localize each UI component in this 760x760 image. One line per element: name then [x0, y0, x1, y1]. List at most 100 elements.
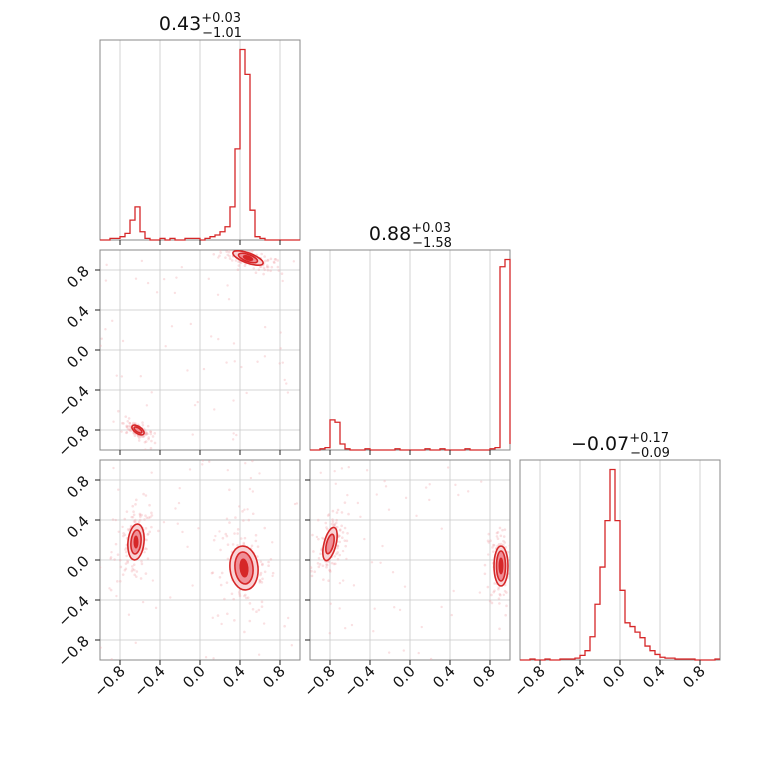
pair-2-3-sample	[511, 581, 514, 584]
pair-1-2-ytick-label-2: 0.0	[63, 342, 93, 372]
pair-2-3-sample	[491, 550, 495, 553]
pair-2-3-sample	[488, 599, 492, 603]
pair-1-3-sample	[139, 577, 143, 580]
pair-1-3-sample	[242, 543, 246, 546]
pair-2-3-sample	[381, 544, 384, 548]
pair-2-3-sample	[318, 563, 322, 566]
pair-2-3-xtick-label-3: 0.4	[429, 662, 459, 692]
pair-2-3-sample	[332, 562, 336, 566]
pair-1-2-sample	[162, 277, 166, 281]
pair-1-3-sample	[204, 655, 208, 659]
pair-2-3-sample	[310, 566, 313, 569]
pair-1-2-sample	[217, 256, 220, 259]
pair-1-3-sample	[258, 579, 262, 583]
title-param-1-lower: −1.01	[202, 26, 242, 41]
pair-1-3-sample	[244, 596, 248, 600]
pair-2-3-sample	[502, 539, 505, 543]
pair-2-3-sample	[440, 527, 443, 530]
pair-2-3-sample	[509, 557, 510, 559]
pair-2-3-sample	[310, 574, 314, 578]
pair-1-2-sample	[129, 429, 133, 433]
pair-2-3-sample	[326, 528, 329, 531]
title-param-1-upper: +0.03	[201, 11, 241, 26]
pair-1-2-sample	[143, 440, 147, 444]
pair-2-3-sample	[492, 543, 496, 547]
pair-1-2-sample	[286, 391, 290, 394]
pair-1-3-sample	[263, 526, 267, 530]
pair-1-2-sample	[207, 277, 210, 281]
pair-1-2-sample	[232, 432, 235, 435]
pair-2-3-sample	[330, 522, 334, 526]
pair-2-3-sample	[428, 498, 431, 502]
pair-1-3-grid	[100, 460, 300, 660]
pair-1-3-sample	[138, 512, 142, 516]
pair-2-3-sample	[333, 523, 337, 527]
pair-1-2-sample	[237, 260, 240, 264]
pair-1-2-sample	[121, 339, 125, 343]
pair-1-2-sample	[256, 360, 259, 363]
pair-1-2-sample	[100, 337, 103, 340]
pair-1-2-sample	[193, 403, 197, 407]
pair-2-3-mode-2-contour-2	[325, 533, 335, 555]
pair-1-3-sample	[148, 503, 151, 507]
pair-1-2-sample	[234, 259, 238, 262]
pair-1-3-sample	[109, 557, 112, 560]
pair-1-2-sample	[230, 242, 233, 245]
pair-2-3-sample	[440, 605, 443, 609]
pair-1-3-sample	[150, 525, 153, 529]
pair-1-2-sample	[140, 259, 144, 263]
pair-2-3-sample	[343, 626, 347, 630]
pair-1-2-sample	[128, 421, 132, 425]
pair-1-3-sample	[243, 508, 246, 511]
pair-1-2-sample	[227, 250, 231, 251]
pair-1-3-sample	[242, 541, 246, 545]
pair-2-3-sample	[498, 526, 502, 530]
pair-2-3-sample	[333, 522, 336, 526]
pair-1-3-xtick-label-2: 0.0	[179, 662, 209, 692]
pair-1-3-sample	[174, 507, 177, 510]
pair-1-3-sample	[283, 624, 286, 628]
pair-1-3-sample	[150, 511, 153, 515]
pair-1-2-sample	[145, 404, 149, 407]
pair-1-2-sample	[146, 281, 150, 285]
pair-2-3-sample	[379, 561, 382, 565]
pair-1-2-sample	[100, 344, 102, 348]
pair-1-3-sample	[220, 622, 223, 626]
pair-1-3-sample	[133, 573, 137, 577]
pair-1-2-sample	[164, 344, 167, 348]
pair-1-3-sample	[147, 532, 150, 536]
pair-1-2-sample	[212, 247, 215, 250]
pair-1-3-sample	[134, 518, 137, 522]
pair-2-3-sample	[338, 540, 342, 544]
pair-2-3-sample	[344, 544, 348, 548]
pair-2-3-sample	[404, 496, 408, 500]
pair-1-3-sample	[109, 588, 113, 592]
pair-1-3-sample	[208, 460, 211, 463]
pair-2-3-sample	[429, 657, 433, 660]
pair-2-3-sample	[513, 587, 516, 590]
pair-1-2-sample	[265, 265, 269, 269]
pair-1-2-sample	[281, 279, 284, 283]
pair-2-3-sample	[336, 558, 340, 561]
pair-1-3-sample	[241, 510, 244, 513]
pair-2-3-sample	[317, 556, 321, 560]
pair-1-2-sample	[104, 279, 108, 282]
pair-2-3-sample	[509, 554, 510, 557]
pair-1-3-sample	[117, 488, 120, 491]
pair-1-3-sample	[131, 515, 135, 519]
pair-1-3-sample	[239, 537, 243, 540]
pair-2-3-sample	[319, 471, 322, 475]
pair-2-3-sample	[331, 520, 335, 523]
pair-1-3-sample	[145, 516, 149, 520]
pair-1-3-sample	[126, 561, 130, 564]
pair-2-3-sample	[331, 518, 334, 521]
pair-1-2-sample	[233, 247, 236, 250]
pair-2-3-grid	[310, 460, 510, 660]
pair-1-2-mode-1-contour-3	[242, 254, 254, 262]
pair-1-2-sample	[128, 428, 131, 432]
pair-1-2-sample	[226, 253, 230, 257]
pair-1-3-sample	[176, 522, 179, 525]
pair-1-2-sample	[250, 250, 254, 253]
pair-1-3-sample	[143, 550, 146, 554]
